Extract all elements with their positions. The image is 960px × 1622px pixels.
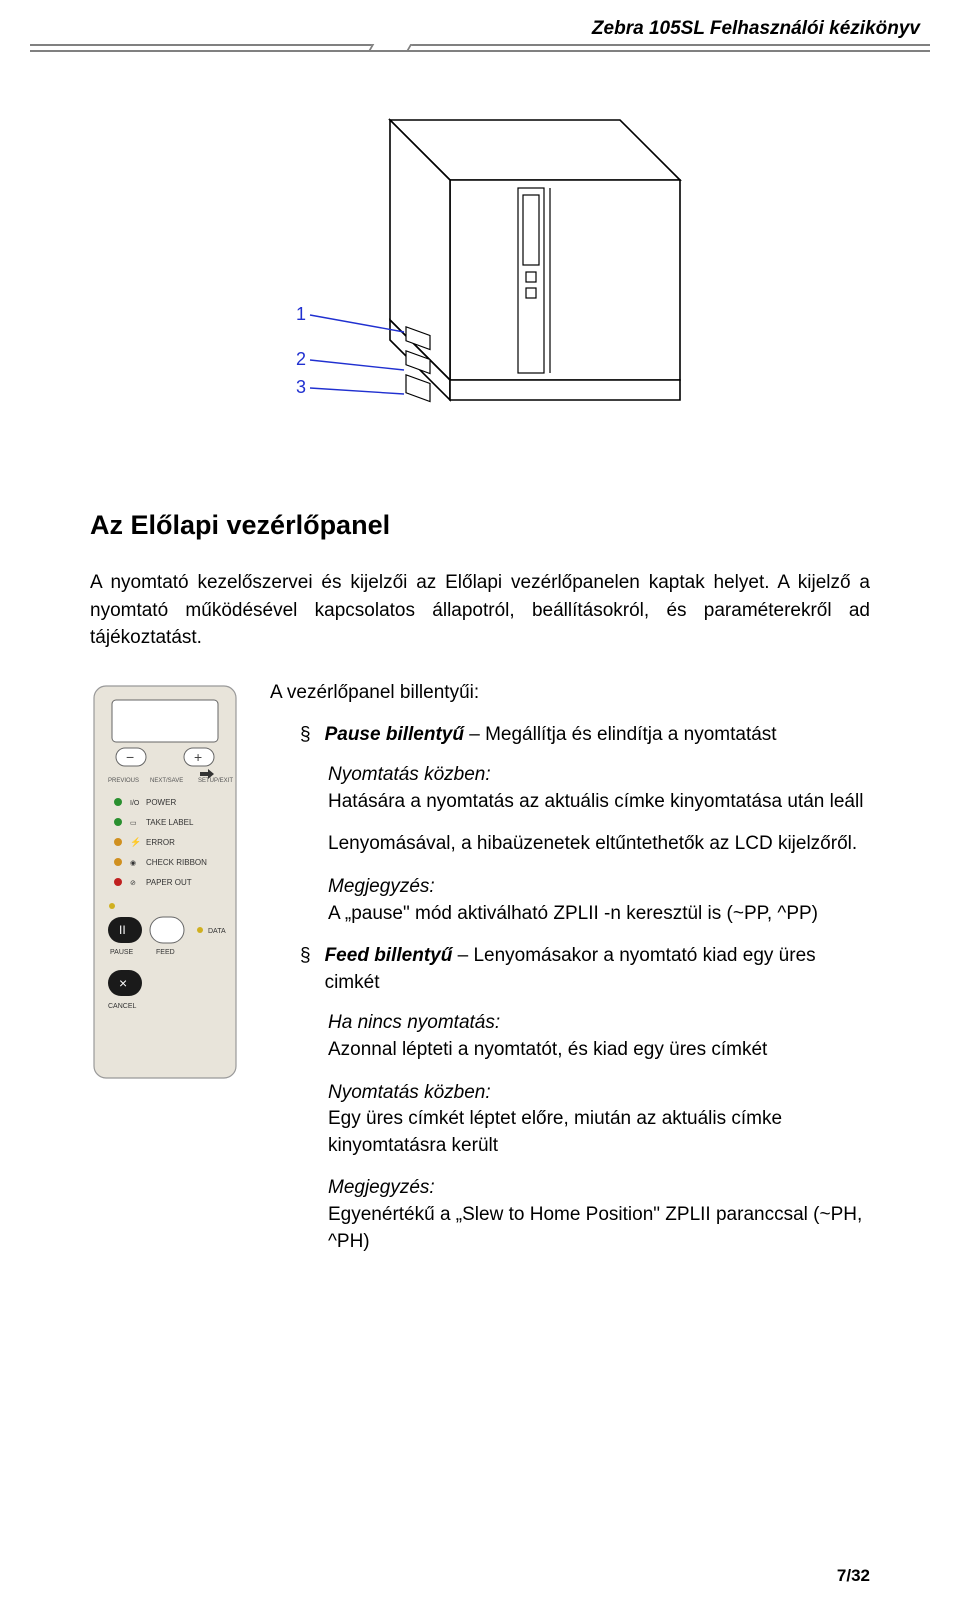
header-rule-bottom — [30, 50, 930, 52]
svg-text:PAPER OUT: PAPER OUT — [146, 878, 192, 887]
svg-text:◉: ◉ — [130, 860, 136, 867]
svg-text:+: + — [194, 749, 202, 765]
svg-text:▭: ▭ — [130, 820, 137, 827]
callout-2: 2 — [296, 349, 306, 369]
bullet-body: Feed billentyű – Lenyomásakor a nyomtató… — [325, 943, 870, 996]
p1-head: Nyomtatás közben: — [328, 764, 491, 785]
bullet-pause: § Pause billentyű – Megállítja és elindí… — [300, 722, 870, 749]
content-area: Az Előlapi vezérlőpanel A nyomtató kezel… — [90, 510, 870, 1271]
p5-head: Nyomtatás közben: — [328, 1082, 491, 1103]
feed-label: Feed billentyű — [325, 945, 453, 966]
para-p3: Megjegyzés: A „pause" mód aktiválható ZP… — [328, 874, 870, 927]
section-title: Az Előlapi vezérlőpanel — [90, 510, 870, 541]
callout-1: 1 — [296, 304, 306, 324]
bullet-symbol: § — [300, 943, 311, 996]
p4-body: Azonnal lépteti a nyomtatót, és kiad egy… — [328, 1039, 767, 1060]
pause-label: Pause billentyű — [325, 724, 464, 745]
svg-text:PREVIOUS: PREVIOUS — [108, 778, 139, 784]
para-p5: Nyomtatás közben: Egy üres címkét léptet… — [328, 1080, 870, 1160]
svg-text:CANCEL: CANCEL — [108, 1003, 137, 1010]
svg-text:SETUP/EXIT: SETUP/EXIT — [198, 778, 233, 784]
svg-text:DATA: DATA — [208, 928, 226, 935]
svg-text:PAUSE: PAUSE — [110, 949, 134, 956]
p5-body: Egy üres címkét léptet előre, miután az … — [328, 1108, 782, 1156]
p6-body: Egyenértékű a „Slew to Home Position" ZP… — [328, 1204, 862, 1252]
svg-text:NEXT/SAVE: NEXT/SAVE — [150, 778, 183, 784]
intro-paragraph: A nyomtató kezelőszervei és kijelzői az … — [90, 569, 870, 652]
control-panel-image: − + PREVIOUS NEXT/SAVE SETUP/EXIT POWER … — [90, 682, 240, 1087]
header-rule-top — [30, 44, 930, 46]
bullet-body: Pause billentyű – Megállítja és elindítj… — [325, 722, 870, 749]
svg-text:POWER: POWER — [146, 798, 176, 807]
p1-body: Hatására a nyomtatás az aktuális címke k… — [328, 791, 863, 812]
p4-head: Ha nincs nyomtatás: — [328, 1012, 500, 1033]
header-title: Zebra 105SL Felhasználói kézikönyv — [592, 18, 920, 40]
bullet-symbol: § — [300, 722, 311, 749]
bullet-feed: § Feed billentyű – Lenyomásakor a nyomta… — [300, 943, 870, 996]
para-p2: Lenyomásával, a hibaüzenetek eltűntethet… — [328, 831, 870, 858]
para-p6: Megjegyzés: Egyenértékű a „Slew to Home … — [328, 1175, 870, 1255]
printer-illustration-svg: 1 2 3 — [250, 80, 710, 460]
p6-head: Megjegyzés: — [328, 1177, 435, 1198]
callout-3: 3 — [296, 377, 306, 397]
para-p4: Ha nincs nyomtatás: Azonnal lépteti a ny… — [328, 1010, 870, 1063]
page-header: Zebra 105SL Felhasználói kézikönyv — [0, 18, 960, 58]
control-panel-svg: − + PREVIOUS NEXT/SAVE SETUP/EXIT POWER … — [90, 682, 240, 1082]
panel-text-column: A vezérlőpanel billentyűi: § Pause bille… — [270, 682, 870, 1272]
svg-text:TAKE LABEL: TAKE LABEL — [146, 818, 194, 827]
svg-text:−: − — [126, 749, 134, 765]
p3-head: Megjegyzés: — [328, 876, 435, 897]
svg-text:I/O: I/O — [130, 800, 140, 807]
svg-text:⊘: ⊘ — [130, 880, 136, 887]
printer-diagram: 1 2 3 — [250, 80, 710, 460]
svg-text:×: × — [119, 975, 127, 991]
page-number: 7/32 — [837, 1566, 870, 1586]
pause-desc: – Megállítja és elindítja a nyomtatást — [464, 724, 777, 745]
panel-subhead: A vezérlőpanel billentyűi: — [270, 682, 870, 704]
svg-text:ERROR: ERROR — [146, 838, 175, 847]
para-p1: Nyomtatás közben: Hatására a nyomtatás a… — [328, 762, 870, 815]
svg-text:CHECK RIBBON: CHECK RIBBON — [146, 858, 207, 867]
svg-text:⚡: ⚡ — [130, 836, 141, 848]
svg-text:FEED: FEED — [156, 949, 175, 956]
p3-body: A „pause" mód aktiválható ZPLII -n keres… — [328, 903, 818, 924]
svg-text:II: II — [119, 923, 126, 937]
two-column-layout: − + PREVIOUS NEXT/SAVE SETUP/EXIT POWER … — [90, 682, 870, 1272]
